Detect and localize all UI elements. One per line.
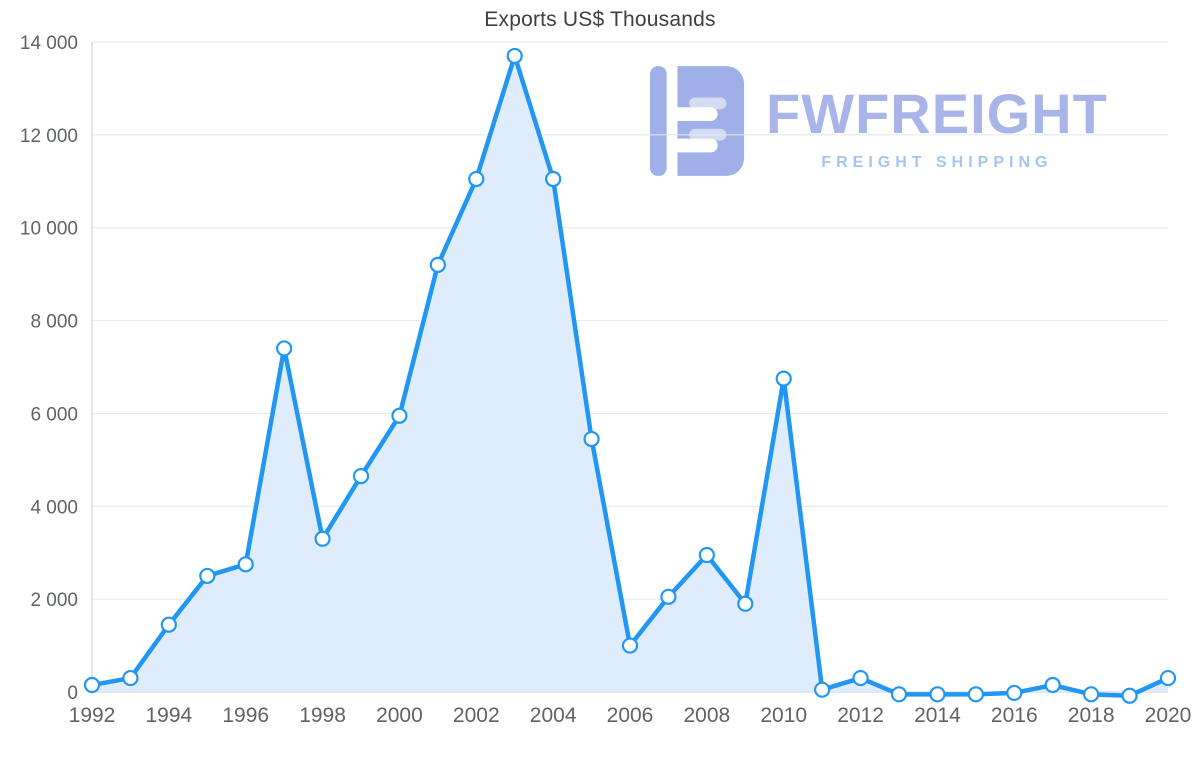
data-point-marker bbox=[698, 546, 715, 564]
data-point-marker bbox=[1006, 684, 1023, 702]
y-tick-label: 0 bbox=[67, 683, 78, 704]
y-tick-label: 12 000 bbox=[20, 126, 78, 147]
x-tick-label: 2000 bbox=[376, 704, 423, 727]
data-point-marker bbox=[890, 686, 908, 703]
x-tick-label: 2006 bbox=[607, 704, 654, 727]
data-point-marker bbox=[660, 588, 677, 605]
data-point-marker bbox=[199, 567, 216, 585]
x-tick-label: 1994 bbox=[145, 704, 192, 727]
data-point-marker bbox=[83, 676, 101, 694]
data-point-marker bbox=[852, 669, 869, 687]
x-tick-label: 2014 bbox=[914, 704, 961, 727]
y-tick-label: 8 000 bbox=[30, 312, 78, 333]
x-tick-label: 2008 bbox=[683, 704, 730, 727]
data-point-marker bbox=[1083, 686, 1100, 703]
area-fill bbox=[92, 55, 1168, 696]
data-point-marker bbox=[122, 669, 139, 687]
x-tick-label: 2020 bbox=[1145, 704, 1192, 727]
y-tick-label: 14 000 bbox=[20, 33, 78, 54]
data-point-marker bbox=[391, 407, 408, 424]
y-tick-label: 10 000 bbox=[20, 219, 78, 240]
data-point-marker bbox=[506, 47, 523, 65]
y-tick-label: 2 000 bbox=[30, 590, 78, 611]
x-tick-label: 1996 bbox=[222, 704, 269, 727]
data-point-marker bbox=[1159, 669, 1177, 687]
data-point-marker bbox=[1044, 676, 1061, 694]
data-point-marker bbox=[737, 595, 754, 612]
data-point-marker bbox=[967, 686, 984, 703]
data-point-marker bbox=[1121, 687, 1138, 704]
data-point-marker bbox=[621, 637, 639, 654]
x-tick-label: 1998 bbox=[299, 704, 346, 727]
x-tick-label: 2018 bbox=[1068, 704, 1115, 727]
data-point-marker bbox=[314, 530, 331, 547]
y-tick-label: 4 000 bbox=[30, 497, 78, 518]
data-point-marker bbox=[583, 430, 600, 448]
data-point-marker bbox=[160, 616, 177, 633]
x-tick-label: 2010 bbox=[760, 704, 807, 727]
x-tick-label: 1992 bbox=[69, 704, 116, 727]
data-point-marker bbox=[429, 256, 446, 273]
data-point-marker bbox=[276, 340, 293, 357]
x-tick-label: 2004 bbox=[530, 704, 577, 727]
data-point-marker bbox=[468, 170, 485, 188]
data-point-marker bbox=[929, 686, 946, 703]
data-point-marker bbox=[775, 370, 792, 387]
x-tick-label: 2002 bbox=[453, 704, 500, 727]
x-tick-label: 2016 bbox=[991, 704, 1038, 727]
data-point-marker bbox=[237, 556, 254, 573]
data-point-marker bbox=[814, 681, 831, 698]
x-tick-label: 2012 bbox=[837, 704, 884, 727]
y-tick-label: 6 000 bbox=[30, 404, 78, 425]
chart-title: Exports US$ Thousands bbox=[484, 8, 716, 31]
data-point-marker bbox=[352, 468, 370, 485]
data-point-marker bbox=[545, 170, 562, 188]
